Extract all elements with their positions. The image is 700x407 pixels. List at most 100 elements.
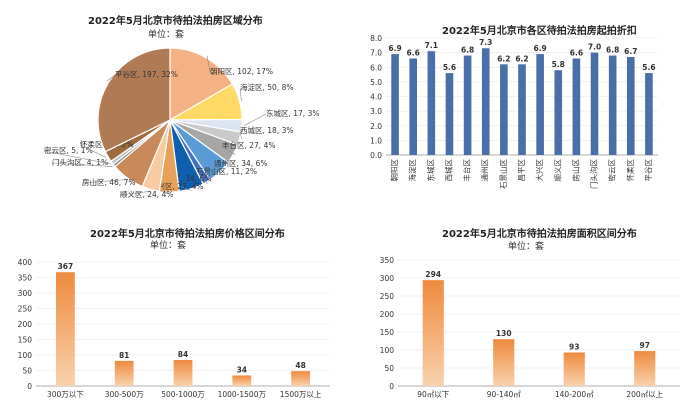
pie-slice-label: 平谷区, 197, 32%: [115, 70, 178, 79]
pie-slice-label: 房山区, 46, 7%: [82, 177, 135, 187]
bar: [608, 55, 617, 155]
bar-value-label: 6.2: [515, 54, 528, 63]
x-tick-label: 昌平区: [517, 159, 526, 182]
bar: [563, 352, 585, 386]
pie-slice-label: 东城区, 17, 3%: [266, 108, 319, 118]
bar: [572, 58, 581, 155]
pie-leader-line: [206, 55, 211, 73]
pie-subtitle: 单位：套: [148, 30, 185, 40]
y-tick-label: 5.0: [370, 78, 382, 87]
bar: [626, 57, 635, 156]
x-tick-label: 房山区: [570, 159, 580, 182]
price-chart: 0 50 100 150 200 250 300 350 400 367 300万以下 81 300-5…: [18, 258, 330, 399]
x-tick-label: 140-200㎡: [555, 390, 594, 399]
pie-leader-line: [119, 190, 151, 196]
bar-value-label: 5.8: [552, 60, 565, 69]
bar-value-label: 6.9: [533, 44, 546, 53]
x-tick-label: 200㎡以上: [626, 390, 663, 399]
y-tick-label: 150: [380, 328, 395, 337]
y-tick-label: 200: [380, 310, 395, 319]
pie-panel: 2022年5月北京市待拍法拍房区域分布 单位：套 朝阳区, 102, 17% 海淀…: [0, 0, 350, 210]
y-tick-label: 150: [18, 336, 33, 345]
pie-slice-label: 大兴区, 27, 4%: [150, 181, 203, 191]
bar-value-label: 84: [178, 350, 188, 359]
pie-leader-line: [239, 130, 242, 140]
bar-value-label: 130: [496, 329, 512, 338]
bar-value-label: 6.6: [407, 48, 420, 57]
x-tick-label: 海淀区: [407, 159, 417, 182]
price-title: 2022年5月北京市待拍法拍房价格区间分布: [90, 229, 285, 240]
x-tick-label: 300-500万: [105, 390, 144, 399]
price-panel: 2022年5月北京市待拍法拍房价格区间分布 单位：套 0 50 100 150 200 2…: [0, 210, 350, 407]
y-tick-label: 100: [380, 346, 395, 355]
y-tick-label: 6.0: [370, 63, 382, 72]
area-subtitle: 单位：套: [508, 242, 545, 252]
bar: [173, 359, 193, 386]
y-tick-label: 350: [18, 274, 33, 283]
bar-value-label: 294: [425, 270, 441, 279]
x-tick-label: 东城区: [425, 159, 435, 182]
area-title: 2022年5月北京市待拍法拍房面积区间分布: [442, 229, 637, 240]
pie-leader-line: [79, 144, 107, 158]
pie-slice-label: 石景山区, 11, 2%: [196, 166, 257, 176]
bar: [445, 73, 454, 155]
y-tick-label: 0: [27, 382, 32, 391]
bar-value-label: 97: [640, 341, 650, 350]
bar: [500, 64, 508, 155]
bar: [291, 371, 311, 386]
y-tick-label: 2.0: [370, 122, 382, 131]
bar-value-label: 367: [58, 262, 74, 271]
bar-value-label: 6.7: [624, 47, 637, 56]
bar-value-label: 6.8: [606, 46, 619, 55]
bar-value-label: 5.6: [443, 63, 456, 72]
pie-leader-line: [221, 145, 236, 156]
pie-leader-line: [243, 113, 267, 127]
y-tick-label: 400: [18, 258, 33, 267]
pie-slice-label: 通州区, 34, 6%: [214, 158, 267, 168]
bar-value-label: 5.6: [642, 63, 655, 72]
y-tick-label: 350: [380, 256, 395, 265]
y-tick-label: 8.0: [370, 34, 382, 43]
y-tick-label: 0: [389, 382, 394, 391]
bar-value-label: 48: [295, 361, 305, 370]
pie-slice-label: 丰台区, 27, 4%: [222, 140, 275, 150]
pie-slice-label: 密云区, 5, 1%: [44, 145, 93, 155]
pie-leader-line: [43, 150, 111, 165]
discount-title: 2022年5月北京市各区待拍法拍房起拍折扣: [442, 26, 637, 37]
x-tick-label: 西城区: [444, 159, 453, 182]
x-tick-label: 1500万以上: [280, 390, 322, 399]
x-tick-label: 怀柔区: [625, 159, 635, 182]
pie-leader-line: [213, 163, 222, 174]
bar: [536, 54, 544, 155]
y-tick-label: 4.0: [370, 93, 382, 102]
area-chart: 0 50 100 150 200 250 300 350 294 90㎡以下 130 90-140㎡ 9…: [380, 256, 680, 399]
pie-slice: [169, 47, 234, 122]
bar: [232, 375, 252, 386]
bar-value-label: 7.1: [425, 41, 438, 50]
x-tick-label: 门头沟区: [589, 159, 599, 189]
bar-value-label: 81: [119, 351, 129, 360]
y-tick-label: 0.0: [370, 151, 382, 160]
y-tick-label: 7.0: [370, 49, 382, 58]
pie-chart: 朝阳区, 102, 17% 海淀区, 50, 8% 东城区, 17, 3% 西城区, …: [43, 47, 319, 199]
bar: [481, 48, 490, 155]
bar: [463, 55, 472, 155]
pie-slice-label: 顺义区, 24, 4%: [120, 190, 173, 199]
pie-slice-label: 海淀区, 50, 8%: [240, 82, 293, 92]
pie-leader-line: [239, 87, 242, 101]
bar: [114, 360, 134, 386]
pie-slice-label: 昌平区, 34, 6%: [158, 174, 211, 183]
bar-value-label: 6.6: [570, 48, 583, 57]
pie-leader-line: [107, 74, 116, 82]
bar-value-label: 6.2: [497, 54, 510, 63]
y-tick-label: 1.0: [370, 136, 382, 145]
x-tick-label: 90㎡以下: [417, 390, 450, 399]
bar-value-label: 7.0: [588, 43, 601, 52]
price-subtitle: 单位：套: [150, 241, 187, 251]
x-tick-label: 丰台区: [462, 159, 472, 182]
bar: [554, 70, 563, 155]
x-tick-label: 平谷区: [644, 159, 653, 182]
area-panel: 2022年5月北京市待拍法拍房面积区间分布 单位：套 0 50 100 150 200 2…: [350, 210, 700, 407]
bar-value-label: 93: [569, 343, 579, 352]
y-tick-label: 250: [380, 292, 395, 301]
